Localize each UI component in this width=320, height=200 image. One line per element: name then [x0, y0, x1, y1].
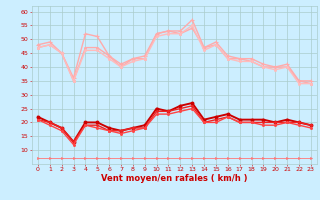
- X-axis label: Vent moyen/en rafales ( km/h ): Vent moyen/en rafales ( km/h ): [101, 174, 248, 183]
